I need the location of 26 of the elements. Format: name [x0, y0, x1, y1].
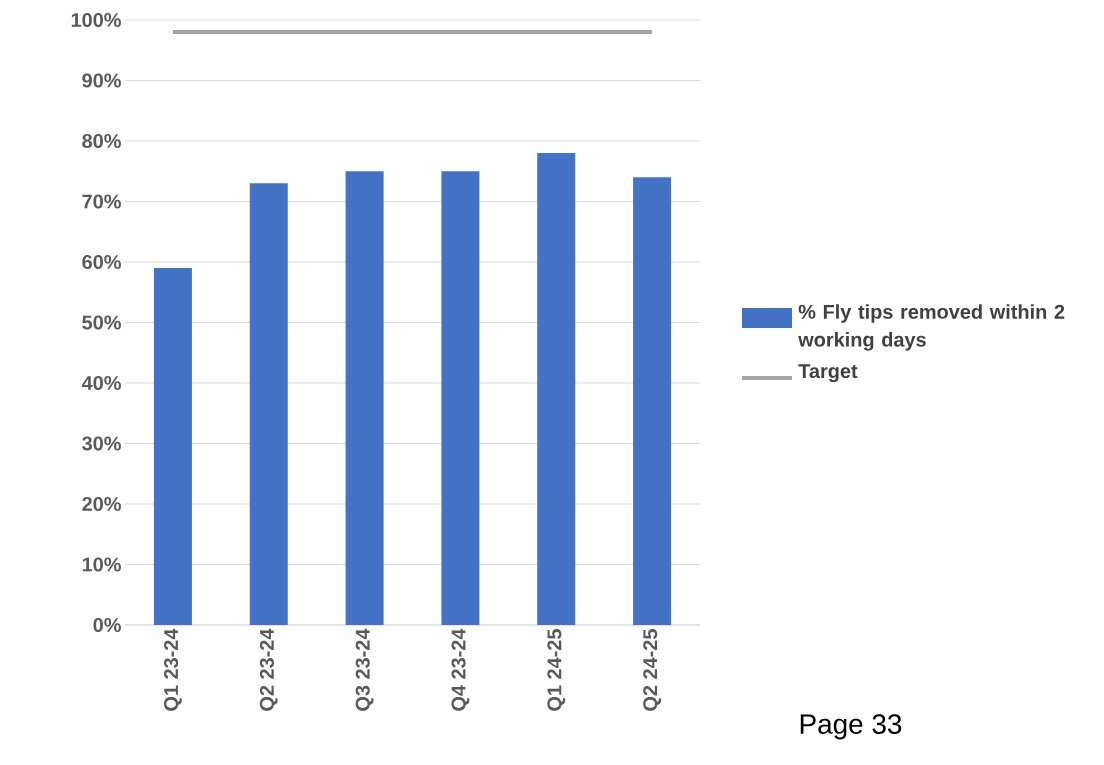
y-tick-label: 10% — [82, 557, 121, 572]
bar — [633, 177, 672, 625]
x-tick-label: Q3 23-24 — [355, 628, 374, 711]
x-tick-label: Q1 24-25 — [547, 629, 566, 711]
y-tick-label: 0% — [93, 617, 121, 633]
x-tick-label: Q2 24-25 — [643, 629, 661, 711]
x-tick-label: Q4 23-24 — [451, 628, 470, 711]
legend-label: % Fly tips removed within 2 working days — [798, 304, 1065, 351]
y-tick-label: 40% — [81, 375, 121, 391]
y-tick-label: 100% — [71, 12, 121, 28]
bar — [345, 171, 384, 625]
y-tick-label: 70% — [82, 194, 121, 209]
y-tick-label: 20% — [82, 496, 121, 512]
y-tick-label: 80% — [82, 133, 121, 149]
y-tick-label: 60% — [82, 254, 121, 270]
x-tick-label: Q2 23-24 — [259, 628, 278, 711]
x-tick-label: Q1 23-24 — [164, 628, 182, 711]
bar — [537, 153, 576, 625]
y-tick-label: 50% — [82, 315, 121, 330]
legend-label: Target — [798, 364, 858, 383]
bar — [441, 171, 480, 625]
text: Page 33 — [800, 714, 902, 740]
bar — [249, 183, 288, 625]
y-tick-label: 90% — [82, 73, 121, 88]
y-tick-label: 30% — [82, 436, 121, 451]
bar — [153, 268, 192, 625]
